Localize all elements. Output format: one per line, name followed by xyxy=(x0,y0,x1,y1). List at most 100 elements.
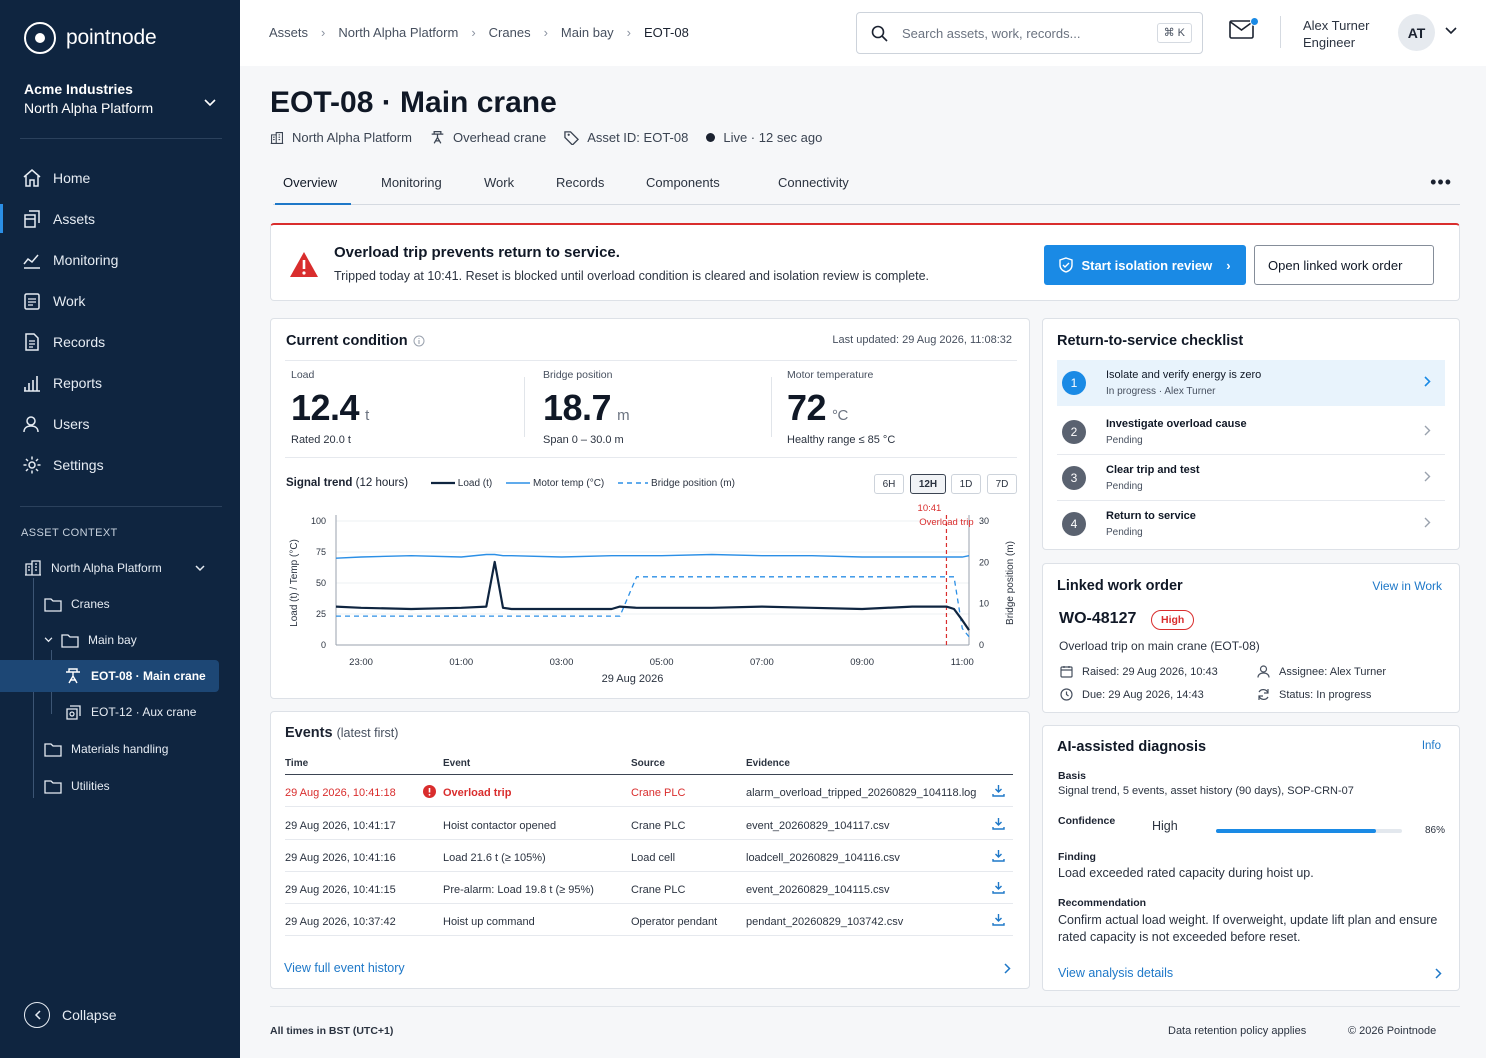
range-12h[interactable]: 12H xyxy=(910,474,946,494)
breadcrumb-platform[interactable]: North Alpha Platform xyxy=(338,25,459,40)
open-linked-work-order-button[interactable]: Open linked work order xyxy=(1254,245,1434,285)
event-evidence[interactable]: pendant_20260829_103742.csv xyxy=(746,916,904,928)
events-subtitle: (latest first) xyxy=(336,726,399,740)
trend-title: Signal trend (12 hours) xyxy=(286,477,409,489)
table-row[interactable]: 29 Aug 2026, 10:41:15 Pre-alarm: Load 19… xyxy=(285,872,1013,904)
info-icon[interactable] xyxy=(413,335,425,347)
timezone-note: All times in BST (UTC+1) xyxy=(270,1025,394,1037)
work-order-id[interactable]: WO-48127 xyxy=(1059,610,1137,627)
range-1d[interactable]: 1D xyxy=(951,474,981,494)
tab-overview[interactable]: Overview xyxy=(283,175,338,190)
range-6h[interactable]: 6H xyxy=(874,474,904,494)
nav-reports[interactable]: Reports xyxy=(0,362,240,403)
nav-work[interactable]: Work xyxy=(0,280,240,321)
gear-icon xyxy=(23,456,41,473)
inbox-button[interactable] xyxy=(1229,17,1259,44)
nav-users[interactable]: Users xyxy=(0,403,240,444)
tab-connectivity[interactable]: Connectivity xyxy=(778,175,849,190)
tab-work[interactable]: Work xyxy=(484,175,515,190)
table-row[interactable]: 29 Aug 2026, 10:41:16 Load 21.6 t (≥ 105… xyxy=(285,840,1013,872)
avatar[interactable]: AT xyxy=(1398,14,1435,51)
org-switcher[interactable]: Acme Industries North Alpha Platform xyxy=(24,81,222,116)
view-in-work-link[interactable]: View in Work xyxy=(1372,579,1442,593)
main-nav: Home Assets Monitoring Work Records Repo… xyxy=(0,157,240,485)
chart-legend: Load (t) Motor temp (°C) Bridge position… xyxy=(431,478,735,489)
start-isolation-review-button[interactable]: Start isolation review › xyxy=(1044,245,1246,285)
breadcrumb-assets[interactable]: Assets xyxy=(269,25,309,40)
chevron-right-icon[interactable] xyxy=(1435,968,1442,979)
monitoring-icon xyxy=(23,254,40,269)
recommendation-label: Recommendation xyxy=(1058,897,1147,909)
trip-marker-time: 10:41 xyxy=(918,503,942,514)
warning-icon xyxy=(290,252,318,277)
chevron-down-icon[interactable] xyxy=(1445,27,1457,35)
event-evidence[interactable]: event_20260829_104115.csv xyxy=(746,884,890,896)
tree-node-platform[interactable]: North Alpha Platform xyxy=(24,552,219,584)
nav-settings[interactable]: Settings xyxy=(0,444,240,485)
nav-home[interactable]: Home xyxy=(0,157,240,198)
home-icon xyxy=(23,168,41,187)
kpi-load: Load 12.4 t Rated 20.0 t xyxy=(291,369,369,446)
download-icon[interactable] xyxy=(992,817,1005,830)
events-card: Events (latest first) Time Event Source … xyxy=(270,711,1030,989)
search-input[interactable]: Search assets, work, records... ⌘ K xyxy=(856,12,1203,54)
tab-records[interactable]: Records xyxy=(556,175,605,190)
user-role: Engineer xyxy=(1303,35,1356,50)
nav-records[interactable]: Records xyxy=(0,321,240,362)
kpi-value: 12.4 xyxy=(291,387,360,428)
kpi-label: Bridge position xyxy=(543,369,613,381)
kpi-value: 72 xyxy=(787,387,827,428)
folder-icon xyxy=(44,743,62,757)
nav-assets[interactable]: Assets xyxy=(0,198,240,239)
diagnosis-info-link[interactable]: Info xyxy=(1421,740,1441,752)
chevron-down-icon xyxy=(44,637,53,643)
more-options-icon[interactable]: ••• xyxy=(1430,172,1452,192)
series-bridge-position-line xyxy=(336,576,970,638)
recommendation-text: Confirm actual load weight. If overweigh… xyxy=(1058,913,1438,944)
tree-label: Utilities xyxy=(71,779,110,793)
breadcrumb-cranes[interactable]: Cranes xyxy=(488,25,531,40)
chevron-down-icon xyxy=(195,564,205,571)
view-analysis-link[interactable]: View analysis details xyxy=(1058,966,1174,980)
download-icon[interactable] xyxy=(992,849,1005,862)
calendar-icon xyxy=(1060,666,1073,678)
tab-components[interactable]: Components xyxy=(646,175,720,190)
tab-monitoring[interactable]: Monitoring xyxy=(381,175,442,190)
retention-link[interactable]: Data retention policy applies xyxy=(1168,1025,1307,1037)
download-icon[interactable] xyxy=(992,784,1005,797)
event-evidence[interactable]: alarm_overload_tripped_20260829_104118.l… xyxy=(746,787,977,799)
range-7d[interactable]: 7D xyxy=(987,474,1017,494)
chevron-right-icon[interactable] xyxy=(1004,963,1011,974)
sidebar: pointnode Acme Industries North Alpha Pl… xyxy=(0,0,240,1058)
shield-icon xyxy=(1059,257,1074,273)
nav-monitoring[interactable]: Monitoring xyxy=(0,239,240,280)
user-menu[interactable]: Alex Turner Engineer xyxy=(1303,17,1369,51)
checklist-item[interactable]: 1 Isolate and verify energy is zero In p… xyxy=(1057,360,1445,406)
y-tick-label: 100 xyxy=(311,516,326,526)
checklist-item[interactable]: 2 Investigate overload cause Pending xyxy=(1057,409,1445,455)
brand[interactable]: pointnode xyxy=(24,22,157,54)
tree-node-cranes[interactable]: Cranes xyxy=(44,588,110,620)
event-evidence[interactable]: loadcell_20260829_104116.csv xyxy=(746,852,900,864)
event-evidence[interactable]: event_20260829_104117.csv xyxy=(746,820,890,832)
tree-node-eot-12[interactable]: EOT-12 · Aux crane xyxy=(64,696,196,728)
table-row[interactable]: 29 Aug 2026, 10:41:17 Hoist contactor op… xyxy=(285,808,1013,840)
checklist-item[interactable]: 4 Return to service Pending xyxy=(1057,501,1445,547)
checklist-item[interactable]: 3 Clear trip and test Pending xyxy=(1057,455,1445,501)
y-tick-label: 25 xyxy=(316,609,326,619)
tree-node-materials[interactable]: Materials handling xyxy=(44,733,168,765)
x-axis-title: 29 Aug 2026 xyxy=(602,673,664,685)
download-icon[interactable] xyxy=(992,913,1005,926)
table-row[interactable]: 29 Aug 2026, 10:37:42 Hoist up command O… xyxy=(285,904,1013,936)
tree-node-eot-08[interactable]: EOT-08 · Main crane xyxy=(0,660,219,692)
download-icon[interactable] xyxy=(992,881,1005,894)
collapse-button[interactable]: Collapse xyxy=(24,1002,116,1028)
tree-node-main-bay[interactable]: Main bay xyxy=(44,624,137,656)
table-row[interactable]: 29 Aug 2026, 10:41:18 Overload trip Cran… xyxy=(285,775,1013,807)
folder-icon xyxy=(61,634,79,648)
event-name: Load 21.6 t (≥ 105%) xyxy=(443,852,546,864)
view-full-history-link[interactable]: View full event history xyxy=(284,961,405,975)
breadcrumb-main-bay[interactable]: Main bay xyxy=(560,25,614,40)
tree-node-utilities[interactable]: Utilities xyxy=(44,770,110,802)
x-tick-label: 11:00 xyxy=(951,657,974,668)
